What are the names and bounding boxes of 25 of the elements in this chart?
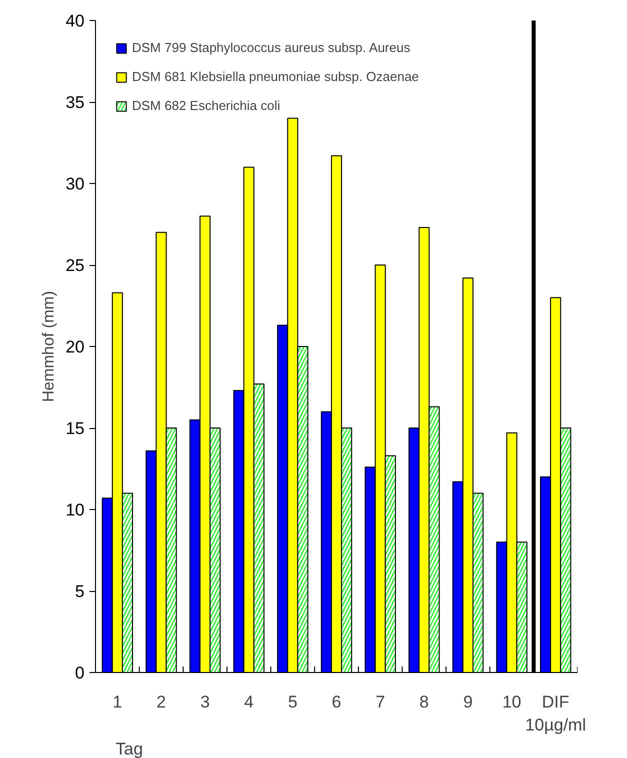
- y-tick-label: 30: [66, 174, 85, 194]
- y-tick-label: 15: [66, 419, 85, 438]
- y-tick-label: 20: [66, 338, 85, 356]
- y-tick-label: 25: [66, 256, 85, 275]
- y-tick-label: 0: [75, 664, 85, 682]
- x-tick-label: 7: [376, 692, 386, 712]
- x-axis-title: Tag: [116, 740, 143, 758]
- legend-label: DSM 681 Klebsiella pneumoniae subsp. Ozaenae: [132, 69, 419, 84]
- y-axis-title: Hemmhof (mm): [40, 290, 58, 402]
- x-tick-label: 8: [419, 692, 429, 712]
- y-tick-label: 40: [66, 12, 85, 30]
- x-tick-label: 5: [288, 692, 298, 712]
- x-tick-label: 4: [244, 692, 254, 712]
- x-tick-label: 1: [112, 692, 122, 712]
- x-tick-label: DIF 10µg/ml: [525, 692, 586, 734]
- y-tick-label: 35: [66, 93, 85, 112]
- x-tick-label: 2: [156, 692, 166, 712]
- y-tick-label: 5: [75, 582, 85, 601]
- x-tick-label: 6: [332, 692, 342, 712]
- legend-label: DSM 682 Escherichia coli: [132, 98, 280, 113]
- y-tick-label: 10: [66, 500, 85, 520]
- x-tick-label: 10: [502, 692, 522, 712]
- legend-label: DSM 799 Staphylococcus aureus subsp. Aureus: [132, 40, 410, 55]
- x-tick-label: 3: [200, 692, 210, 712]
- x-tick-label: 9: [463, 692, 473, 712]
